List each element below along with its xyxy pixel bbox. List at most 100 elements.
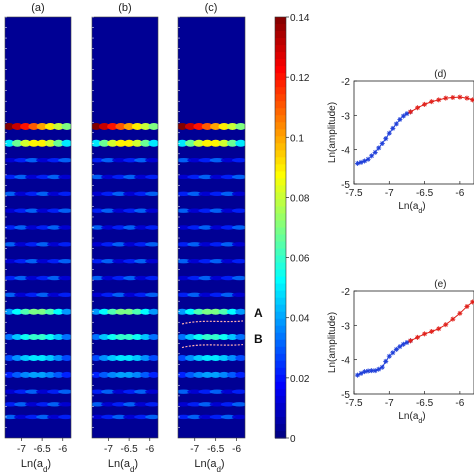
colorbar-segment — [275, 311, 286, 320]
scatter-d-point-blue — [362, 158, 368, 164]
heatmap-c-band-cell — [201, 371, 213, 378]
heatmap-b-cell — [134, 414, 149, 420]
heatmap-c-band-cell — [193, 308, 205, 315]
heatmap-a-cell — [25, 208, 40, 213]
heatmap-b-cell — [92, 191, 105, 197]
heatmap-c-band-cell — [226, 355, 239, 362]
heatmap-c-band-cell — [210, 139, 222, 147]
annotation-a-line — [181, 320, 244, 325]
heatmap-b-band-cell — [115, 122, 127, 130]
heatmap-b-band-cell — [131, 333, 143, 340]
heatmap-c-band-cell — [178, 355, 188, 362]
heatmap-a-band-cell — [61, 308, 71, 315]
heatmap-b-cell — [123, 292, 138, 298]
heatmap-b-xtick-label: -6.5 — [121, 444, 139, 455]
scatter-d-ytick-label: -4 — [341, 146, 350, 157]
heatmap-b-band-cell — [123, 122, 135, 130]
xlabel-close-paren: ) — [134, 458, 138, 470]
heatmap-c-cell — [198, 174, 214, 180]
heatmap-c-cell — [178, 225, 192, 230]
colorbar-tick-label: 0.12 — [290, 73, 310, 84]
heatmap-c-cell — [187, 174, 203, 180]
heatmap-b-band-cell — [148, 122, 158, 130]
scatter-e-point-blue — [383, 358, 389, 364]
heatmap-a-band-cell — [44, 308, 56, 315]
scatter-e-point-blue — [386, 353, 392, 359]
heatmap-c-cell — [187, 389, 203, 394]
heatmap-b-cell — [101, 191, 116, 197]
colorbar-segment — [275, 136, 286, 144]
heatmap-c-cell — [178, 191, 192, 197]
heatmap-a-cell — [25, 292, 40, 298]
scatter-d-point-blue — [355, 160, 361, 166]
scatter-e-point-blue — [362, 369, 368, 375]
colorbar-segment — [275, 248, 286, 257]
scatter-d-title: (d) — [434, 69, 446, 80]
heatmap-a-cell — [47, 225, 62, 230]
scatter-d-point-red — [407, 109, 413, 115]
heatmap-a-band-cell — [20, 371, 32, 378]
heatmap-b-band-cell — [107, 333, 119, 340]
heatmap-a-band-cell — [20, 139, 32, 147]
heatmap-a-band-cell — [53, 371, 65, 378]
heatmap-b-cell — [145, 242, 158, 247]
heatmap-c-band-cell — [210, 122, 222, 130]
heatmap-a-cell — [25, 414, 40, 420]
heatmap-a-cell — [58, 242, 71, 247]
heatmap-c-band-cell — [201, 139, 213, 147]
heatmap-c-cell — [187, 157, 203, 163]
heatmap-a-band-cell — [5, 355, 15, 362]
heatmap-c-cell — [220, 157, 236, 163]
heatmap-c-cell — [231, 258, 245, 264]
colorbar-segment — [275, 269, 286, 278]
heatmap-c-cell — [231, 292, 245, 298]
heatmap-a-cell — [14, 258, 29, 264]
heatmap-b-band-cell — [131, 122, 143, 130]
heatmap-a-band-cell — [28, 355, 40, 362]
heatmap-b-band-cell — [131, 308, 143, 315]
scatter-d-point-blue — [358, 159, 364, 165]
heatmap-a-band-cell — [11, 308, 23, 315]
colorbar-segment — [275, 31, 286, 39]
scatter-d-xlabel-close-paren: ) — [422, 201, 425, 212]
heatmap-b-cell — [101, 258, 116, 264]
heatmap-a-cell — [14, 208, 29, 213]
heatmap-c-cell — [220, 174, 236, 180]
heatmap-b-cell — [112, 191, 127, 197]
colorbar-segment — [275, 143, 286, 151]
heatmap-a-cell — [25, 275, 40, 281]
heatmap-a-cell — [14, 275, 29, 281]
scatter-e-series-red-line — [410, 301, 473, 342]
heatmap-a-band-cell — [11, 122, 23, 130]
scatter-e-point-red — [407, 338, 413, 344]
heatmap-c-cell — [198, 225, 214, 230]
heatmap-a-band-cell — [20, 355, 32, 362]
heatmap-b-cell — [123, 225, 138, 230]
heatmap-c-band-cell — [226, 122, 239, 130]
heatmap-a-band-cell — [61, 139, 71, 147]
heatmap-c-cell — [231, 225, 245, 230]
scatter-e-point-red — [415, 334, 421, 340]
heatmap-c-band-cell — [178, 139, 188, 147]
scatter-e-point-red — [443, 322, 449, 328]
heatmap-b-cell — [112, 275, 127, 281]
heatmap-a-band-cell — [53, 355, 65, 362]
heatmap-c-band-cell — [178, 122, 188, 130]
heatmap-b-cell — [92, 414, 105, 420]
colorbar-segment — [275, 297, 286, 306]
heatmap-a-xlabel-subscript: d — [43, 465, 47, 474]
heatmap-b-band-cell — [92, 139, 102, 147]
colorbar-segment — [275, 45, 286, 53]
heatmap-b-band-cell — [107, 139, 119, 147]
colorbar-segment — [275, 304, 286, 313]
scatter-d-xtick-label: -7 — [385, 188, 394, 199]
heatmap-c-band-cell — [218, 308, 230, 315]
scatter-e-xtick-label: -7.5 — [345, 398, 363, 409]
heatmap-c-cell — [231, 389, 245, 394]
heatmap-b-band-cell — [98, 333, 110, 340]
heatmap-a-band-cell — [20, 308, 32, 315]
scatter-e-xlabel: Ln(ad) — [398, 411, 425, 425]
heatmap-c-cell — [209, 258, 225, 264]
heatmap-b-band-cell — [115, 308, 127, 315]
heatmap-a-cell — [58, 414, 71, 420]
